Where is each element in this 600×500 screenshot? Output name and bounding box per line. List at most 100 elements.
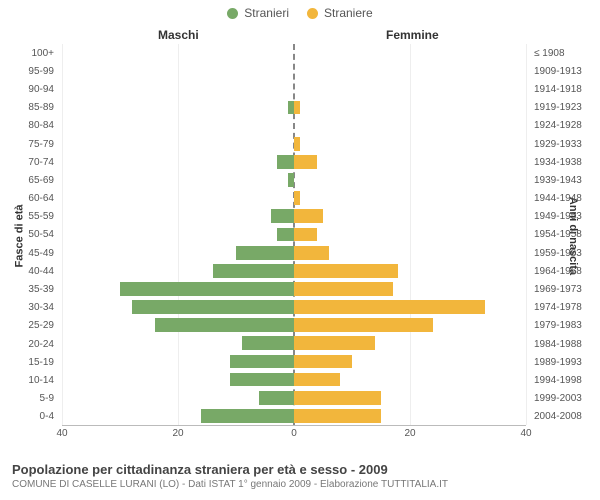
- footer-title: Popolazione per cittadinanza straniera p…: [12, 462, 588, 477]
- birth-label: 1959-1963: [530, 244, 600, 262]
- table-row: [62, 153, 526, 171]
- bar-female: [294, 336, 375, 350]
- bar-female: [294, 191, 300, 205]
- footer-subtitle: COMUNE DI CASELLE LURANI (LO) - Dati IST…: [12, 479, 588, 490]
- birth-label: 1914-1918: [530, 80, 600, 98]
- table-row: [62, 117, 526, 135]
- age-label: 75-79: [0, 135, 58, 153]
- heading-female: Femmine: [386, 28, 439, 42]
- table-row: [62, 244, 526, 262]
- table-row: [62, 98, 526, 116]
- age-label: 45-49: [0, 244, 58, 262]
- x-tick-label: 40: [56, 428, 67, 439]
- bar-male: [155, 318, 294, 332]
- pyramid-chart: Stranieri Straniere Maschi Femmine Fasce…: [0, 0, 600, 500]
- birth-label: 1994-1998: [530, 371, 600, 389]
- x-tick-label: 20: [172, 428, 183, 439]
- bar-male: [213, 264, 294, 278]
- bar-female: [294, 300, 485, 314]
- table-row: [62, 298, 526, 316]
- bar-female: [294, 391, 381, 405]
- bar-male: [259, 391, 294, 405]
- x-axis-ticks: 402002040: [62, 428, 526, 442]
- birth-label: 1919-1923: [530, 99, 600, 117]
- age-label: 20-24: [0, 335, 58, 353]
- y-labels-age: 100+95-9990-9485-8980-8475-7970-7465-696…: [0, 44, 58, 426]
- table-row: [62, 371, 526, 389]
- bar-male: [230, 355, 294, 369]
- birth-label: 1969-1973: [530, 280, 600, 298]
- age-label: 80-84: [0, 117, 58, 135]
- table-row: [62, 334, 526, 352]
- table-row: [62, 44, 526, 62]
- birth-label: 1984-1988: [530, 335, 600, 353]
- bar-female: [294, 318, 433, 332]
- birth-label: 1964-1968: [530, 262, 600, 280]
- age-label: 15-19: [0, 353, 58, 371]
- bar-female: [294, 355, 352, 369]
- bar-female: [294, 264, 398, 278]
- gridline: [526, 44, 527, 425]
- table-row: [62, 80, 526, 98]
- birth-label: 1949-1953: [530, 208, 600, 226]
- table-row: [62, 407, 526, 425]
- bar-male: [288, 173, 294, 187]
- heading-male: Maschi: [158, 28, 199, 42]
- birth-label: ≤ 1908: [530, 44, 600, 62]
- circle-icon: [307, 8, 318, 19]
- bar-female: [294, 373, 340, 387]
- birth-label: 1974-1978: [530, 299, 600, 317]
- bar-female: [294, 101, 300, 115]
- age-label: 0-4: [0, 408, 58, 426]
- legend: Stranieri Straniere: [0, 6, 600, 20]
- bar-male: [201, 409, 294, 423]
- age-label: 50-54: [0, 226, 58, 244]
- plot-area: [62, 44, 526, 426]
- birth-label: 1909-1913: [530, 62, 600, 80]
- bar-female: [294, 228, 317, 242]
- birth-label: 1924-1928: [530, 117, 600, 135]
- age-label: 85-89: [0, 99, 58, 117]
- age-label: 40-44: [0, 262, 58, 280]
- age-label: 60-64: [0, 190, 58, 208]
- circle-icon: [227, 8, 238, 19]
- age-label: 55-59: [0, 208, 58, 226]
- age-label: 35-39: [0, 280, 58, 298]
- birth-label: 1929-1933: [530, 135, 600, 153]
- legend-item-female: Straniere: [307, 6, 373, 20]
- birth-label: 2004-2008: [530, 408, 600, 426]
- legend-item-male: Stranieri: [227, 6, 289, 20]
- footer: Popolazione per cittadinanza straniera p…: [12, 462, 588, 490]
- table-row: [62, 352, 526, 370]
- legend-male-label: Stranieri: [244, 6, 289, 20]
- bar-female: [294, 209, 323, 223]
- birth-label: 1939-1943: [530, 171, 600, 189]
- x-tick-label: 40: [520, 428, 531, 439]
- table-row: [62, 189, 526, 207]
- bar-female: [294, 409, 381, 423]
- table-row: [62, 207, 526, 225]
- y-labels-birth: ≤ 19081909-19131914-19181919-19231924-19…: [530, 44, 600, 426]
- age-label: 95-99: [0, 62, 58, 80]
- bar-male: [236, 246, 294, 260]
- age-label: 25-29: [0, 317, 58, 335]
- age-label: 5-9: [0, 390, 58, 408]
- birth-label: 1989-1993: [530, 353, 600, 371]
- bar-female: [294, 282, 393, 296]
- table-row: [62, 135, 526, 153]
- table-row: [62, 389, 526, 407]
- bar-female: [294, 155, 317, 169]
- table-row: [62, 316, 526, 334]
- bar-rows: [62, 44, 526, 425]
- bar-female: [294, 246, 329, 260]
- birth-label: 1954-1958: [530, 226, 600, 244]
- birth-label: 1999-2003: [530, 390, 600, 408]
- age-label: 30-34: [0, 299, 58, 317]
- table-row: [62, 171, 526, 189]
- birth-label: 1944-1948: [530, 190, 600, 208]
- bar-male: [230, 373, 294, 387]
- bar-female: [294, 137, 300, 151]
- birth-label: 1979-1983: [530, 317, 600, 335]
- bar-male: [277, 228, 294, 242]
- age-label: 100+: [0, 44, 58, 62]
